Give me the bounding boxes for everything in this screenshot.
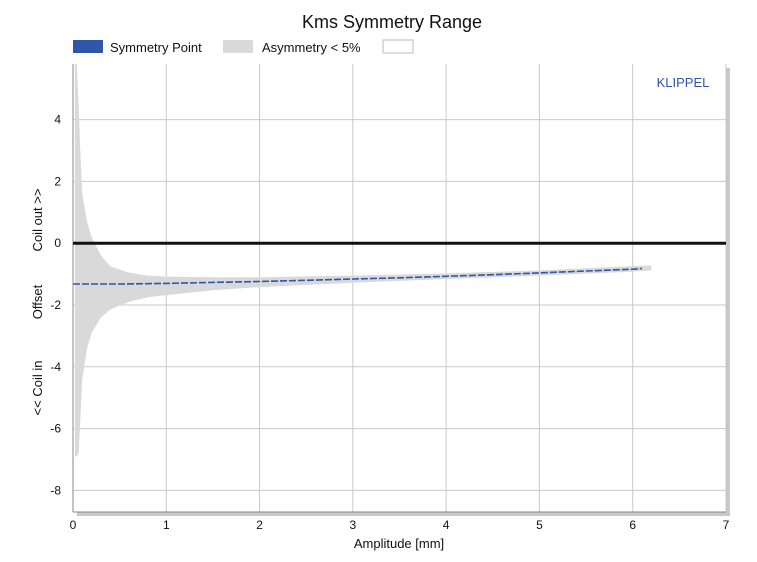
y-tick-label: 4 — [54, 113, 61, 127]
y-tick-label: -4 — [50, 360, 61, 374]
x-tick-label: 1 — [163, 518, 170, 532]
x-axis-ticks: 0 1 2 3 4 5 6 7 — [70, 518, 730, 532]
symmetry-point-line — [73, 267, 643, 285]
legend: Symmetry Point Asymmetry < 5% — [73, 39, 414, 55]
x-tick-label: 6 — [629, 518, 636, 532]
legend-swatch — [382, 39, 414, 54]
y-axis-label-coil-out: Coil out >> — [30, 189, 45, 252]
symmetry-point-series — [73, 267, 643, 285]
y-tick-label: -8 — [50, 483, 61, 497]
x-tick-label: 0 — [70, 518, 77, 532]
legend-label: Asymmetry < 5% — [262, 40, 361, 55]
chart-title: Kms Symmetry Range — [302, 12, 482, 32]
y-tick-label: 0 — [54, 236, 61, 250]
x-axis-label: Amplitude [mm] — [354, 536, 444, 551]
x-tick-label: 4 — [443, 518, 450, 532]
x-tick-label: 2 — [256, 518, 263, 532]
x-tick-label: 5 — [536, 518, 543, 532]
x-tick-label: 3 — [350, 518, 357, 532]
y-tick-label: -2 — [50, 298, 61, 312]
y-tick-label: -6 — [50, 422, 61, 436]
legend-label: Symmetry Point — [110, 40, 202, 55]
y-axis-ticks: -8 -6 -4 -2 0 2 4 — [50, 113, 61, 498]
klippel-watermark: KLIPPEL — [657, 75, 710, 90]
x-tick-label: 7 — [723, 518, 730, 532]
legend-swatch — [73, 40, 103, 53]
legend-swatch — [223, 40, 253, 53]
y-axis-label-coil-in: << Coil in — [30, 361, 45, 416]
y-axis-label-offset: Offset — [30, 284, 45, 319]
y-tick-label: 2 — [54, 174, 61, 188]
